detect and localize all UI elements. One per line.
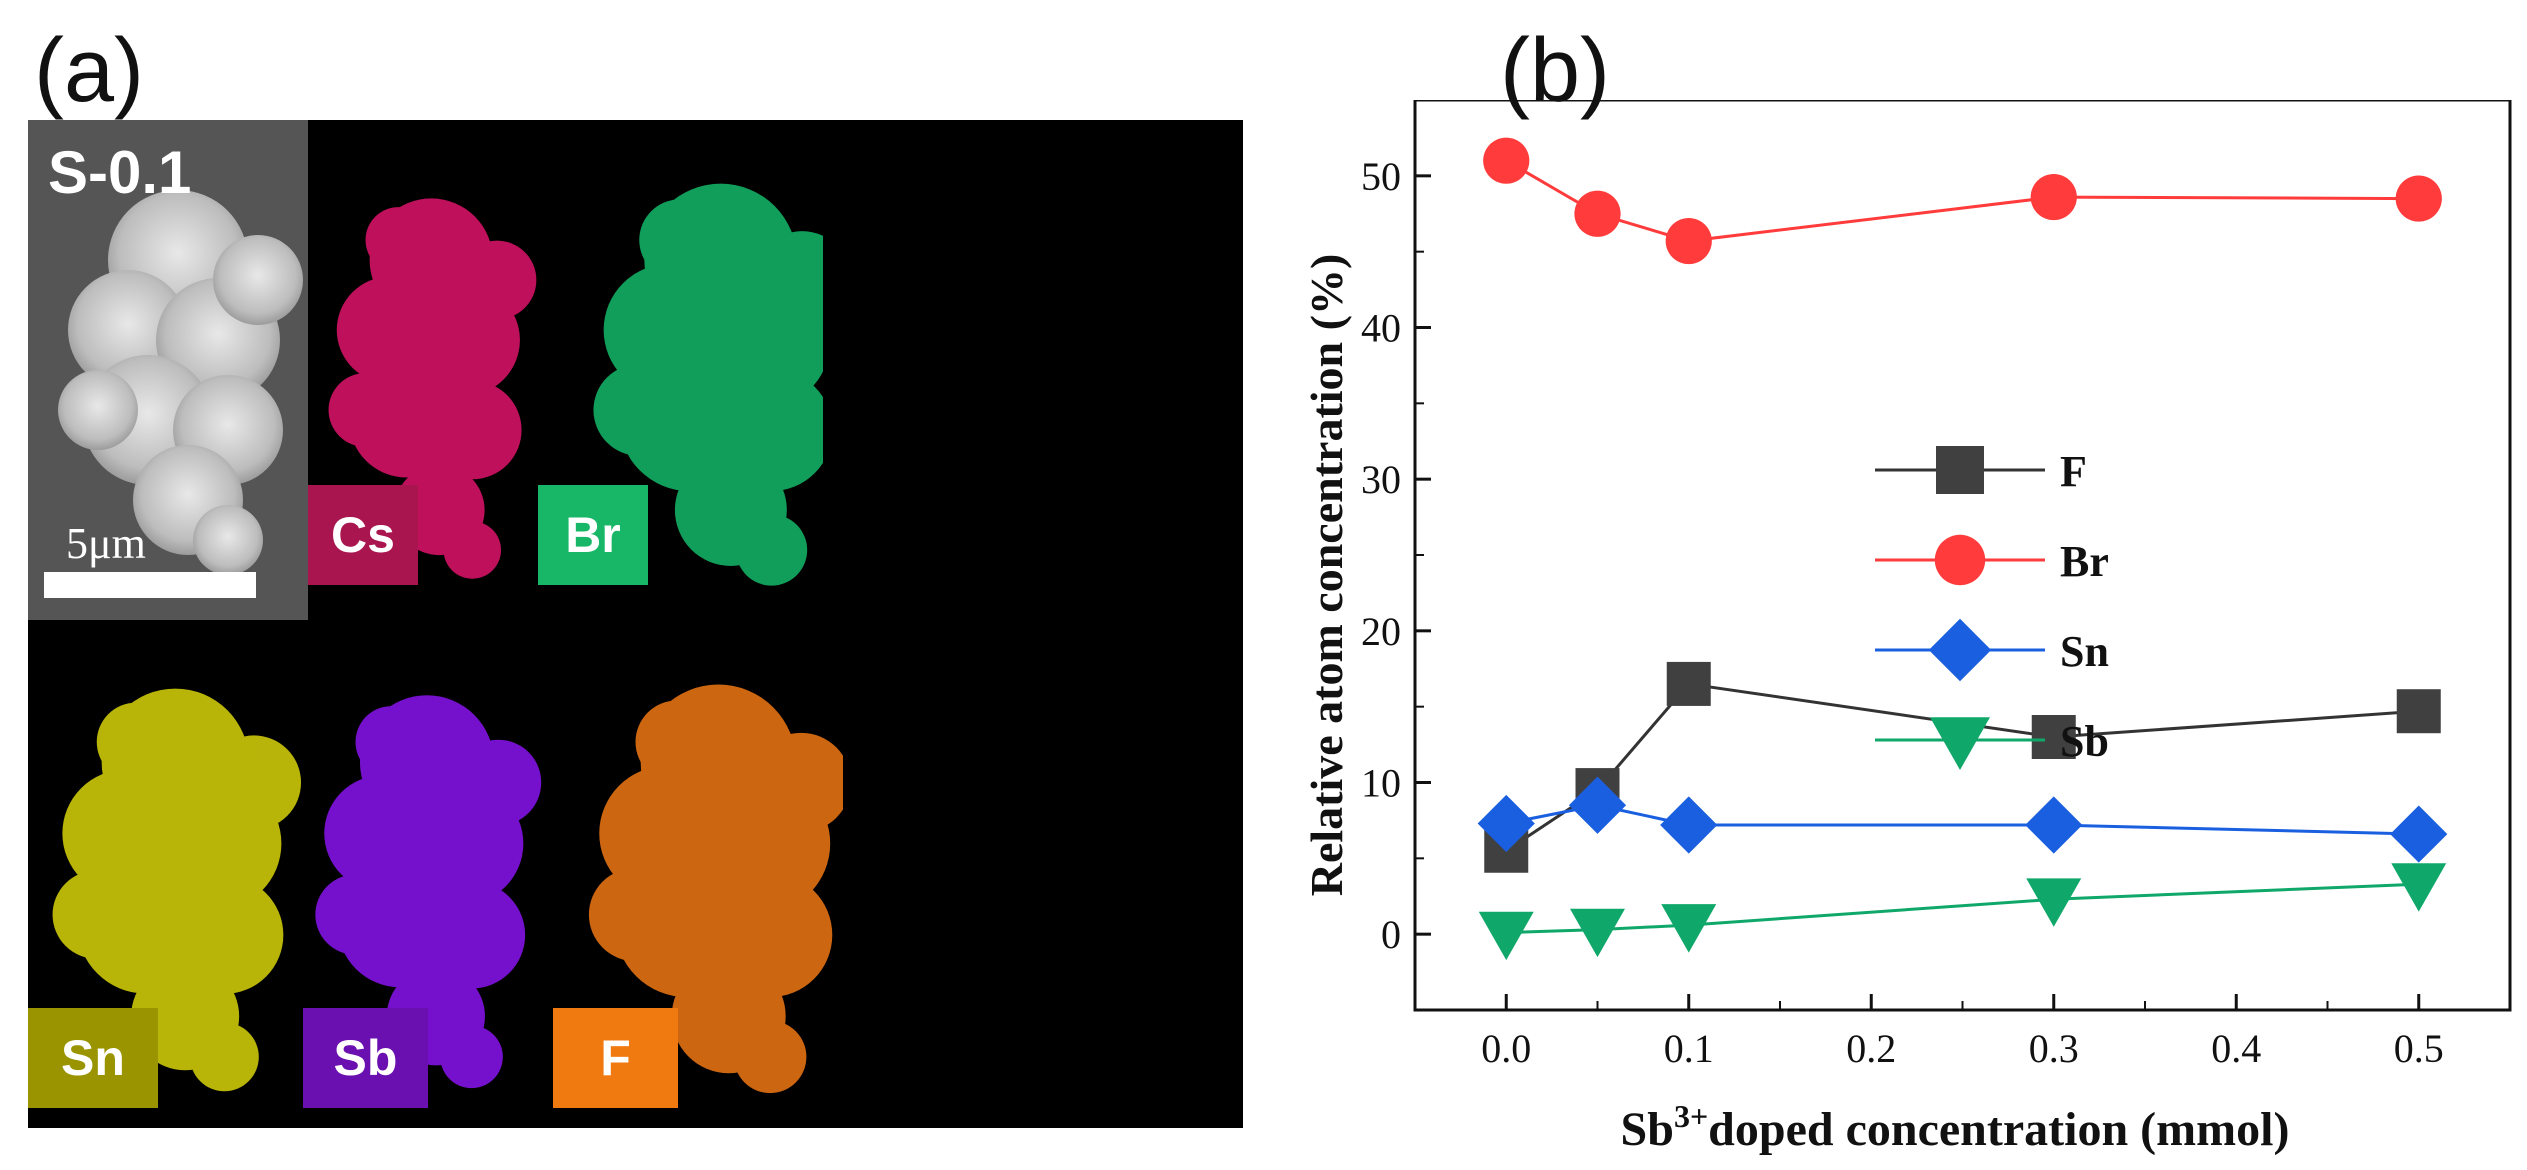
point-br bbox=[1574, 190, 1621, 237]
line-chart: 0 10 20 30 40 50 0.0 0.1 0.2 0.3 0.4 0.5 F Br Sn Sb Re… bbox=[1301, 100, 2512, 1156]
point-f bbox=[1666, 661, 1711, 706]
y-tick-label: 10 bbox=[1361, 761, 1401, 806]
series-sn-line bbox=[1505, 803, 2419, 836]
point-br bbox=[2030, 173, 2077, 221]
point-br bbox=[1483, 137, 1530, 184]
x-axis-label-superscript: 3+ bbox=[1674, 1098, 1708, 1134]
chart-legend: F Br Sn Sb bbox=[1875, 446, 2109, 770]
x-axis-label-base: Sb bbox=[1621, 1103, 1674, 1156]
point-br bbox=[1665, 217, 1712, 265]
legend-marker bbox=[1936, 446, 1984, 494]
legend-label: Br bbox=[2060, 537, 2109, 586]
x-axis-label-rest: doped concentration (mmol) bbox=[1708, 1103, 2289, 1156]
sample-label: S-0.1 bbox=[48, 139, 192, 206]
eds-mosaic: S-0.1 5μm Cs Br Sn Sb F bbox=[28, 120, 1243, 1128]
scale-bar-label: 5μm bbox=[66, 519, 146, 568]
legend-item-sb: Sb bbox=[1875, 717, 2109, 770]
point-sn bbox=[2390, 805, 2448, 863]
x-axis-label: Sb3+doped concentration (mmol) bbox=[1621, 1098, 2290, 1156]
sem-image bbox=[28, 120, 308, 620]
legend-label: Sb bbox=[2060, 717, 2109, 766]
map-sn-particle bbox=[52, 688, 302, 1092]
series-sb-line bbox=[1506, 882, 2419, 935]
map-cs: Cs bbox=[308, 120, 538, 620]
map-cs-particle bbox=[328, 198, 537, 579]
legend-item-f: F bbox=[1875, 446, 2087, 496]
map-f: F bbox=[553, 620, 843, 1128]
x-tick-label: 0.4 bbox=[2211, 1026, 2261, 1071]
map-br-particle bbox=[593, 183, 823, 586]
scale-bar bbox=[44, 572, 256, 598]
legend-marker bbox=[1928, 618, 1992, 682]
chart-axes: 0 10 20 30 40 50 0.0 0.1 0.2 0.3 0.4 0.5 bbox=[1361, 100, 2512, 1071]
series-br bbox=[1483, 137, 2442, 265]
x-tick-label: 0.3 bbox=[2029, 1026, 2079, 1071]
series-sn bbox=[1477, 776, 2448, 863]
point-br bbox=[2395, 175, 2442, 222]
legend-marker bbox=[1930, 717, 1990, 770]
map-sn-tag: Sn bbox=[28, 1008, 158, 1108]
map-sn: Sn bbox=[28, 620, 303, 1128]
x-tick-label: 0.2 bbox=[1846, 1026, 1896, 1071]
map-sb-particle bbox=[315, 695, 542, 1089]
map-br: Br bbox=[538, 120, 823, 620]
point-sb bbox=[1661, 904, 1717, 953]
y-tick-label: 20 bbox=[1361, 609, 1401, 654]
legend-label: F bbox=[2060, 447, 2087, 496]
point-sb bbox=[1478, 911, 1534, 961]
legend-item-sn: Sn bbox=[1875, 618, 2109, 682]
y-tick-label: 30 bbox=[1361, 457, 1401, 502]
x-tick-label: 0.1 bbox=[1664, 1026, 1714, 1071]
legend-item-br: Br bbox=[1875, 534, 2109, 586]
map-cs-tag: Cs bbox=[308, 485, 418, 585]
x-tick-label: 0.5 bbox=[2394, 1026, 2444, 1071]
y-tick-label: 50 bbox=[1361, 154, 1401, 199]
map-br-tag: Br bbox=[538, 485, 648, 585]
series-f bbox=[1484, 661, 2441, 873]
legend-label: Sn bbox=[2060, 627, 2109, 676]
point-sb bbox=[2391, 863, 2447, 912]
x-tick-label: 0.0 bbox=[1481, 1026, 1531, 1071]
sem-particle bbox=[58, 190, 303, 575]
legend-marker bbox=[1934, 534, 1986, 586]
point-f bbox=[2396, 689, 2441, 734]
series-sb bbox=[1478, 863, 2447, 961]
map-f-particle bbox=[588, 684, 843, 1094]
panel-a-label: (a) bbox=[34, 21, 144, 121]
series-br-line bbox=[1505, 159, 2419, 243]
point-sb bbox=[1570, 908, 1625, 958]
map-sb: Sb bbox=[303, 620, 553, 1128]
y-tick-label: 0 bbox=[1381, 912, 1401, 957]
y-axis-label: Relative atom concentration (%) bbox=[1301, 254, 1352, 897]
point-f bbox=[2031, 715, 2076, 759]
y-tick-label: 40 bbox=[1361, 306, 1401, 351]
point-sn bbox=[2025, 796, 2083, 854]
map-sb-tag: Sb bbox=[303, 1008, 428, 1108]
point-sb bbox=[2026, 878, 2082, 927]
map-f-tag: F bbox=[553, 1008, 678, 1108]
point-sn bbox=[1660, 796, 1718, 854]
